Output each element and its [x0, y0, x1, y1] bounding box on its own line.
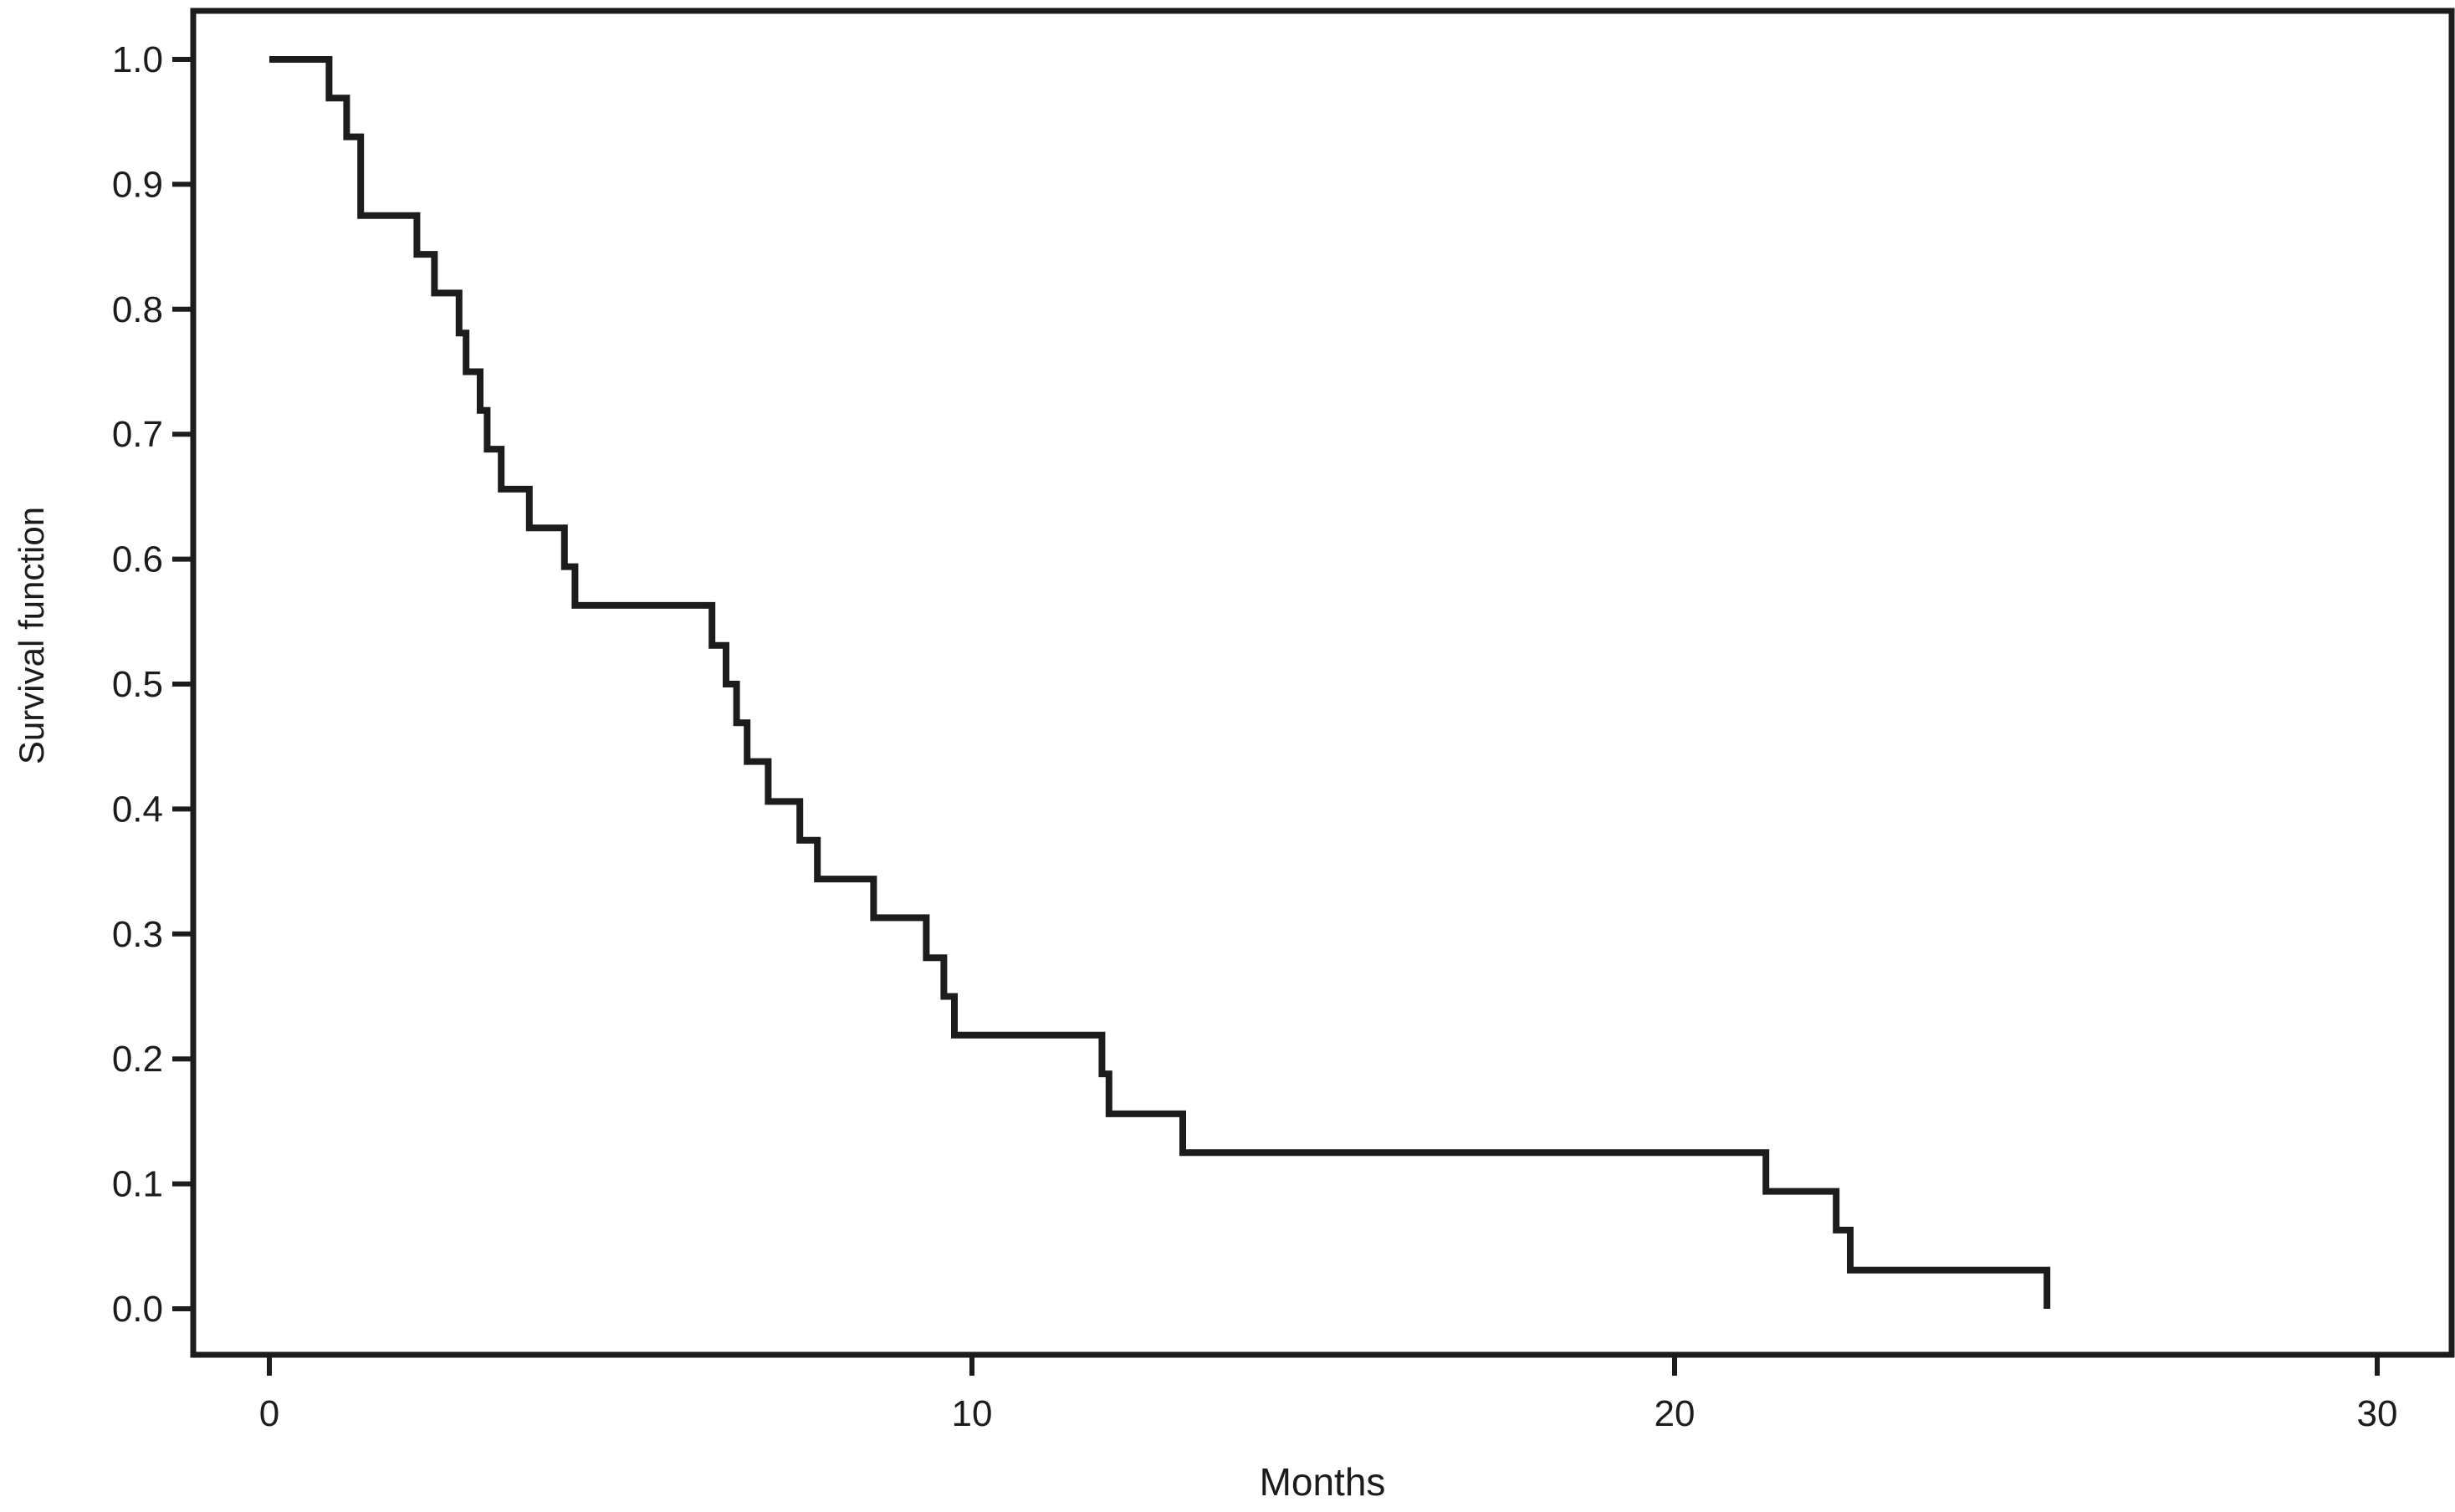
y-tick-label: 0.6	[112, 539, 163, 580]
y-tick-label: 1.0	[112, 39, 163, 80]
y-tick-label: 0.0	[112, 1289, 163, 1330]
y-tick-label: 0.5	[112, 664, 163, 705]
x-tick-label: 0	[259, 1393, 279, 1434]
x-tick-label: 10	[952, 1393, 993, 1434]
y-tick-label: 0.9	[112, 164, 163, 205]
y-tick-label: 0.1	[112, 1164, 163, 1205]
y-tick-label: 0.2	[112, 1039, 163, 1080]
axis-ticks	[172, 57, 2380, 1376]
y-tick-label: 0.8	[112, 289, 163, 330]
y-tick-label: 0.3	[112, 914, 163, 955]
y-tick-label: 0.4	[112, 789, 163, 830]
y-tick-label: 0.7	[112, 414, 163, 455]
km-step-curve	[269, 56, 2051, 1309]
km-curve-group	[269, 56, 2051, 1309]
x-tick-label: 20	[1655, 1393, 1695, 1434]
axis-tick-labels: 1.0 0.9 0.8 0.7 0.6 0.5 0.4 0.3 0.2 0.1 0.0 0 10 20 30	[112, 39, 2398, 1434]
y-axis-label: Survival function	[12, 507, 51, 764]
x-tick-label: 30	[2357, 1393, 2398, 1434]
x-axis-label: Months	[1260, 1460, 1386, 1504]
